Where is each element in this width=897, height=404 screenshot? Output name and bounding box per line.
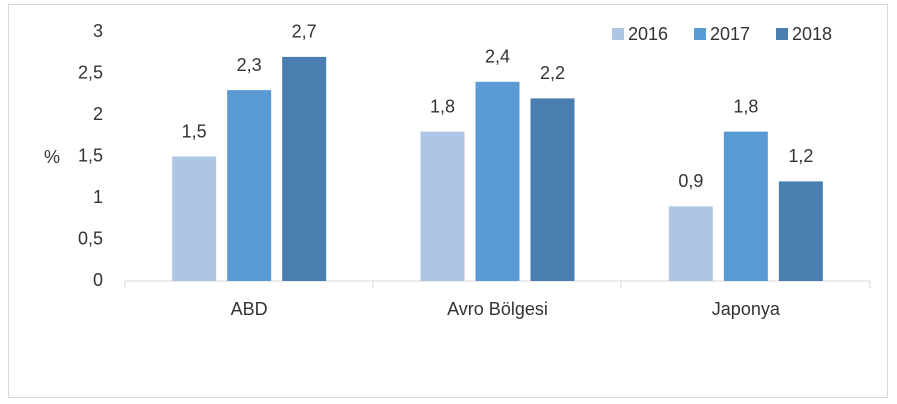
legend-swatch xyxy=(776,28,788,40)
y-tick-label: 0 xyxy=(93,270,103,290)
legend-label: 2018 xyxy=(792,24,832,44)
legend-label: 2016 xyxy=(628,24,668,44)
legend-swatch xyxy=(612,28,624,40)
y-tick-label: 2 xyxy=(93,104,103,124)
bar xyxy=(778,181,823,281)
data-label: 2,2 xyxy=(540,63,565,83)
bar xyxy=(668,206,713,281)
data-label: 1,8 xyxy=(733,96,758,116)
data-label: 2,3 xyxy=(237,55,262,75)
y-tick-label: 0,5 xyxy=(78,228,103,248)
x-tick-label: Japonya xyxy=(712,299,781,319)
bar xyxy=(530,98,575,282)
data-label: 0,9 xyxy=(678,171,703,191)
data-label: 1,2 xyxy=(788,146,813,166)
data-label: 1,5 xyxy=(182,121,207,141)
y-tick-label: 1,5 xyxy=(78,145,103,165)
data-label: 1,8 xyxy=(430,96,455,116)
y-axis-label: % xyxy=(44,147,60,167)
y-tick-label: 3 xyxy=(93,21,103,41)
x-tick-label: Avro Bölgesi xyxy=(447,299,548,319)
bar xyxy=(227,90,272,281)
bar xyxy=(723,131,768,281)
x-tick-label: ABD xyxy=(231,299,268,319)
bar xyxy=(172,156,217,281)
bar xyxy=(475,81,520,281)
data-label: 2,4 xyxy=(485,47,510,67)
bar xyxy=(282,56,327,282)
y-tick-label: 1 xyxy=(93,187,103,207)
legend-swatch xyxy=(694,28,706,40)
y-tick-label: 2,5 xyxy=(78,62,103,82)
data-label: 2,7 xyxy=(292,22,317,42)
bar xyxy=(420,131,465,281)
legend-label: 2017 xyxy=(710,24,750,44)
